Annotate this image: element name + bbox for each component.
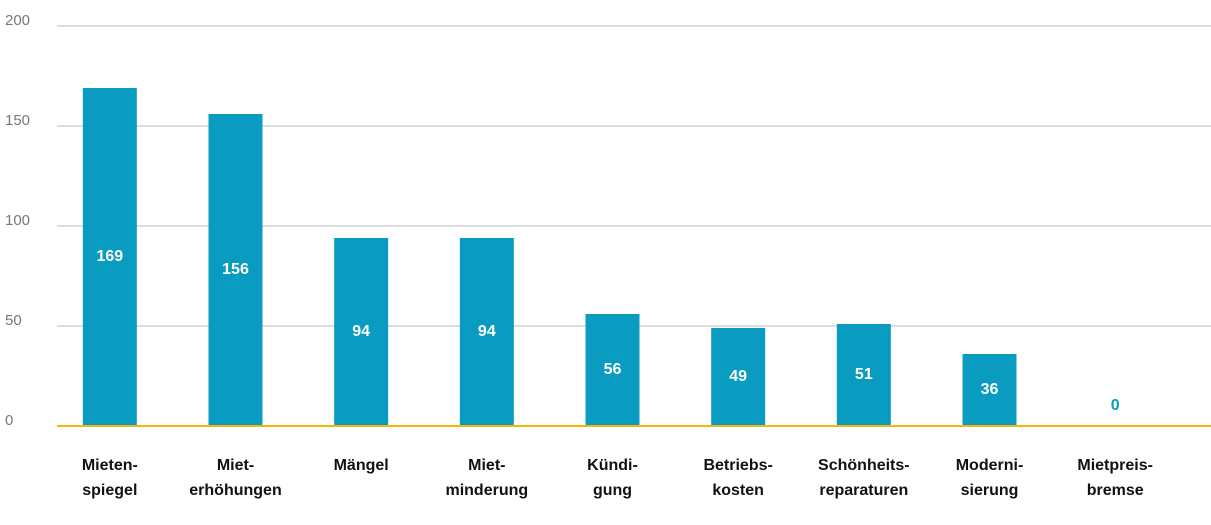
y-tick-label: 150: [5, 112, 30, 129]
value-label: 94: [478, 323, 496, 340]
y-tick-label: 200: [5, 12, 30, 29]
x-tick-label: Kündi- gung: [587, 457, 638, 499]
bar: [711, 328, 766, 426]
value-label: 0: [1111, 397, 1120, 414]
value-label: 156: [222, 261, 249, 278]
y-tick-label: 50: [5, 312, 22, 329]
x-tick-label: Mängel: [333, 457, 389, 474]
x-tick-label: Miet- minderung: [445, 457, 529, 499]
bar: [208, 114, 263, 426]
x-tick-label: Mietpreis- bremse: [1077, 457, 1153, 499]
y-tick-label: 0: [5, 412, 13, 429]
value-label: 94: [352, 323, 370, 340]
x-tick-label: Mieten- spiegel: [81, 457, 138, 499]
bar: [459, 238, 514, 426]
x-tick-label: Moderni- sierung: [955, 457, 1024, 499]
bar: [334, 238, 389, 426]
y-tick-label: 100: [5, 212, 30, 229]
value-label: 36: [981, 381, 999, 398]
value-label: 49: [729, 368, 747, 385]
value-label: 56: [604, 361, 622, 378]
bar: [962, 354, 1017, 426]
bar: [585, 314, 640, 426]
value-label: 51: [855, 366, 873, 383]
bar: [82, 88, 137, 426]
x-tick-label: Schönheits- reparaturen: [818, 457, 910, 499]
x-tick-label: Miet- erhöhungen: [189, 457, 282, 499]
value-label: 169: [96, 248, 123, 265]
x-tick-label: Betriebs- kosten: [703, 457, 773, 499]
bar: [836, 324, 891, 426]
